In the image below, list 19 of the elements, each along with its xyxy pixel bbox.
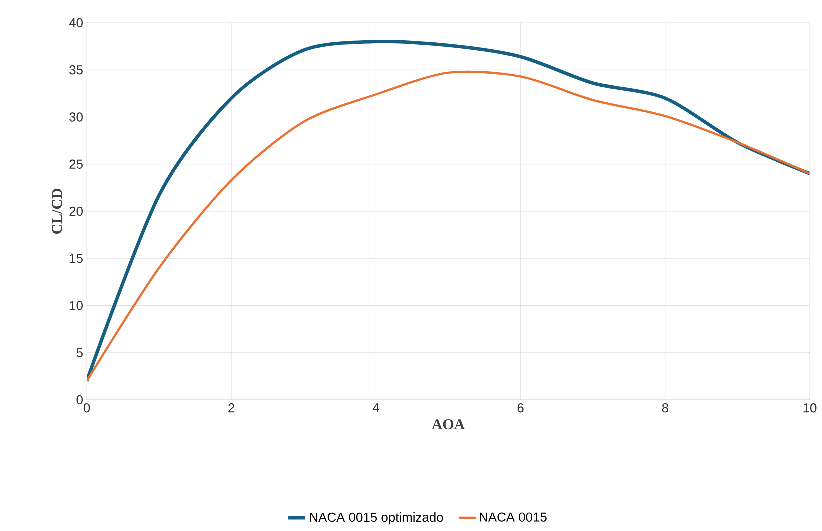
x-tick-label: 10 (804, 404, 817, 413)
y-tick-label: 0 (76, 395, 83, 405)
x-tick-label: 6 (518, 404, 524, 413)
x-tick-label: 2 (228, 404, 235, 413)
y-tick-label: 5 (76, 348, 83, 358)
x-tick-label: 4 (372, 404, 380, 412)
x-tick-label: 0 (84, 404, 90, 413)
y-tick-label: 10 (70, 301, 83, 310)
legend-label: NACA 0015 (480, 512, 547, 522)
y-tick-label: 40 (69, 18, 83, 28)
y-tick-label: 15 (70, 254, 83, 264)
y-tick-label: 20 (70, 206, 83, 216)
legend-label: NACA 0015 optimizado (310, 512, 444, 525)
y-tick-label: 30 (70, 112, 83, 122)
x-tick-label: 8 (662, 404, 668, 413)
y-tick-label: 25 (70, 160, 83, 169)
y-tick-label: 35 (70, 66, 83, 75)
x-axis-title: AOA (432, 420, 465, 430)
y-axis-title: CL/CD (52, 188, 62, 234)
